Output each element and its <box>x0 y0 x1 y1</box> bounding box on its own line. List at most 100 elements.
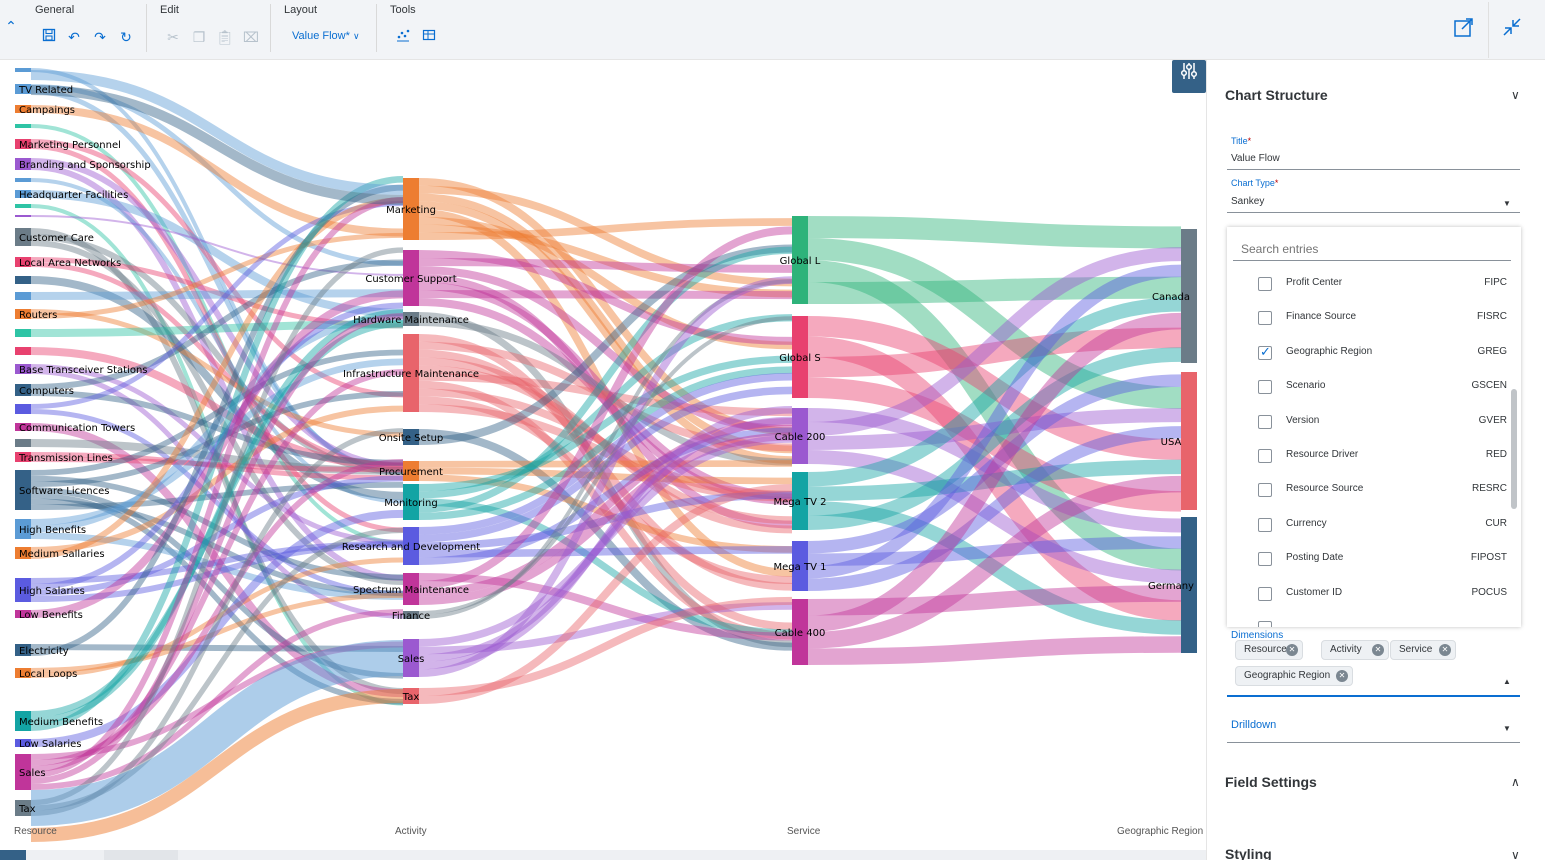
resource-node <box>15 439 31 447</box>
activity-node <box>403 611 419 619</box>
bottom-tab-active[interactable] <box>0 850 26 860</box>
chevron-down-icon[interactable]: ∨ <box>1511 88 1520 102</box>
sankey-link <box>418 386 793 543</box>
dropdown-item-code: GREG <box>1477 345 1507 357</box>
cut-icon[interactable]: ✂ <box>167 29 179 45</box>
activity-node-label: Infrastructure Maintenance <box>343 369 479 380</box>
resource-node <box>15 711 31 731</box>
resource-node-label: Branding and Sponsorship <box>19 160 151 171</box>
sankey-link <box>30 201 404 409</box>
dropdown-item[interactable]: Finance Source FISRC <box>1227 301 1509 335</box>
checkbox[interactable] <box>1258 414 1272 429</box>
dropdown-arrow-icon[interactable]: ▼ <box>1503 724 1511 733</box>
dropdown-item[interactable]: Posting Date FIPOST <box>1227 542 1509 576</box>
paste-icon[interactable]: 📋︎ <box>216 29 234 45</box>
checkbox[interactable] <box>1258 380 1272 395</box>
checkbox[interactable] <box>1258 517 1272 532</box>
exit-fullscreen-icon[interactable] <box>1500 16 1524 40</box>
dimension-token[interactable]: Activity ✕ <box>1321 640 1389 660</box>
remove-token-icon[interactable]: ✕ <box>1336 670 1348 682</box>
dropdown-item-code: RED <box>1485 449 1507 460</box>
bottom-tab[interactable] <box>104 850 178 860</box>
activity-node-label: Customer Support <box>365 274 456 285</box>
chevron-up-icon[interactable]: ∧ <box>1511 775 1520 789</box>
sankey-link <box>418 405 793 670</box>
dimension-token[interactable]: Geographic Region ✕ <box>1235 666 1353 686</box>
resource-node <box>15 84 31 94</box>
sankey-link <box>418 258 793 273</box>
remove-token-icon[interactable]: ✕ <box>1286 644 1298 656</box>
dropdown-item-code: FISRC <box>1477 311 1507 323</box>
sankey-link <box>30 459 404 766</box>
sankey-link <box>418 290 793 300</box>
sankey-link <box>807 459 1182 501</box>
resource-node <box>15 384 31 396</box>
title-field[interactable]: Value Flow <box>1231 153 1280 164</box>
activity-node <box>403 334 419 412</box>
dropdown-item-partial[interactable] <box>1227 611 1509 627</box>
settings-sliders-icon[interactable] <box>1172 60 1206 93</box>
sankey-link <box>807 312 1182 632</box>
checkbox[interactable] <box>1258 483 1272 498</box>
dropdown-item[interactable]: Resource Driver RED <box>1227 439 1509 473</box>
dropdown-item[interactable]: Currency CUR <box>1227 508 1509 542</box>
checkbox[interactable] <box>1258 586 1272 601</box>
dropdown-item-name: Resource Driver <box>1286 449 1359 460</box>
dropdown-item[interactable]: Resource Source RESRC <box>1227 473 1509 507</box>
toolbar-group-tools: Tools <box>390 0 450 60</box>
sankey-link <box>418 427 793 565</box>
checkbox[interactable] <box>1258 552 1272 567</box>
chevron-down-icon[interactable]: ∨ <box>1511 848 1520 860</box>
copy-icon[interactable]: ❐ <box>192 29 206 45</box>
chart-type-select[interactable]: Sankey <box>1231 196 1265 207</box>
activity-node <box>403 429 419 445</box>
scrollbar-thumb[interactable] <box>1511 389 1517 509</box>
checkbox[interactable] <box>1258 277 1272 291</box>
sankey-link <box>30 689 404 842</box>
save-icon[interactable] <box>40 28 58 46</box>
checkbox[interactable] <box>1258 311 1272 326</box>
redo-icon[interactable]: ↷ <box>94 29 106 45</box>
checkbox[interactable] <box>1258 621 1272 627</box>
layout-select[interactable]: Value Flow* ∨ <box>292 30 360 42</box>
sankey-link <box>30 592 404 673</box>
resource-node <box>15 364 31 374</box>
column-axis-label: Service <box>787 826 821 837</box>
sankey-link <box>418 467 793 485</box>
dimension-token[interactable]: Service ✕ <box>1390 640 1456 660</box>
bottom-tab[interactable] <box>55 850 81 860</box>
checkbox[interactable] <box>1258 344 1272 360</box>
dropdown-item[interactable]: Scenario GSCEN <box>1227 370 1509 404</box>
service-node <box>792 216 808 304</box>
dropdown-arrow-icon[interactable]: ▼ <box>1503 199 1511 208</box>
undo-icon[interactable]: ↶ <box>68 29 80 45</box>
sankey-link <box>807 347 1182 530</box>
dropdown-arrow-icon[interactable]: ▲ <box>1503 677 1511 686</box>
sankey-link <box>418 216 793 350</box>
dropdown-item[interactable]: Version GVER <box>1227 405 1509 439</box>
sankey-link <box>807 260 1182 571</box>
open-new-window-icon[interactable] <box>1452 16 1476 40</box>
dropdown-item[interactable]: Geographic Region GREG <box>1227 336 1509 370</box>
chart-tool-icon[interactable] <box>394 28 412 46</box>
dimensions-label: Dimensions <box>1231 630 1284 641</box>
sankey-link <box>418 372 793 535</box>
sankey-link <box>30 139 404 398</box>
collapse-toolbar-icon[interactable]: ⌃ <box>5 18 17 34</box>
drilldown-select[interactable]: Drilldown <box>1231 719 1277 731</box>
refresh-icon[interactable]: ↻ <box>120 29 132 45</box>
remove-token-icon[interactable]: ✕ <box>1372 644 1384 656</box>
search-input[interactable] <box>1233 237 1511 261</box>
dimension-token[interactable]: Resource ✕ <box>1235 640 1303 660</box>
dropdown-item[interactable]: Profit Center FIPC <box>1227 267 1509 301</box>
dropdown-item-code: CUR <box>1485 517 1507 529</box>
sankey-link <box>30 175 404 732</box>
delete-icon[interactable]: ⌧ <box>242 29 260 45</box>
dropdown-item[interactable]: Customer ID POCUS <box>1227 577 1509 611</box>
checkbox[interactable] <box>1258 449 1272 463</box>
sankey-link <box>418 316 793 615</box>
sankey-link <box>30 640 404 826</box>
remove-token-icon[interactable]: ✕ <box>1439 644 1451 656</box>
table-tool-icon[interactable] <box>420 28 438 46</box>
sankey-link <box>807 426 1182 591</box>
